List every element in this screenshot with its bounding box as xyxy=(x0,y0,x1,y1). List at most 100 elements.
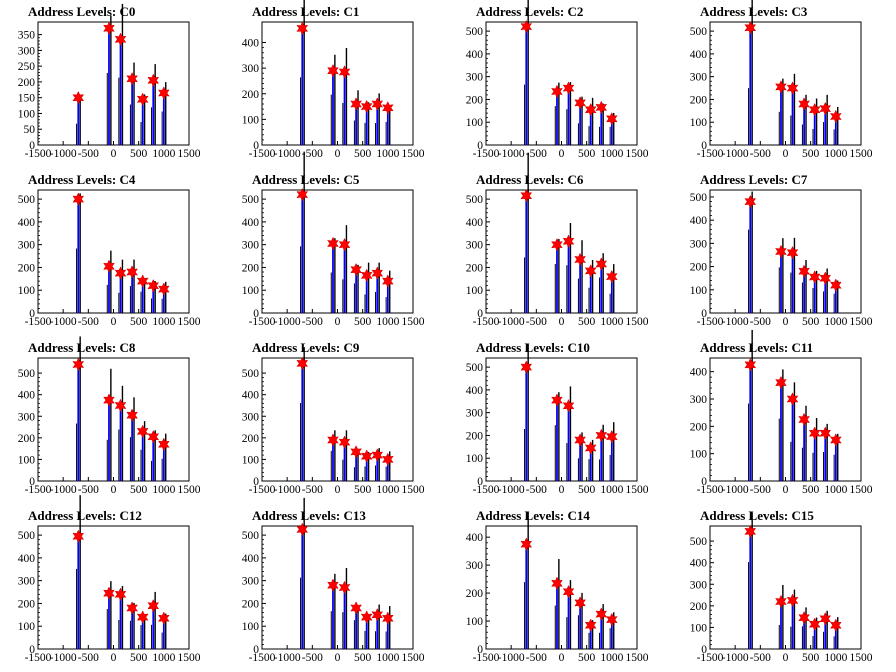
x-tick-label: -1000 xyxy=(722,652,749,664)
peak-star-marker xyxy=(360,449,373,463)
histogram-bar xyxy=(790,272,792,313)
x-tick-label: 0 xyxy=(111,484,117,496)
peak-star-marker xyxy=(808,102,821,117)
fit-peak xyxy=(355,608,358,649)
histogram-bar xyxy=(778,111,780,145)
histogram-bar xyxy=(524,257,526,313)
y-tick-label: 500 xyxy=(466,26,484,38)
fit-peak xyxy=(301,28,304,145)
chart-plot-7: 0 100 200 300 400 500 -1500-1000 -500 0 500 1000 15… xyxy=(690,189,873,328)
x-tick-label: 0 xyxy=(335,652,341,664)
histogram-bar xyxy=(602,424,604,481)
y-tick-label: 300 xyxy=(466,240,484,252)
fit-peak xyxy=(813,624,816,649)
y-tick-label: 400 xyxy=(18,553,36,565)
histogram-bar xyxy=(389,105,391,145)
histogram-bar xyxy=(801,447,803,481)
histogram-bar xyxy=(330,611,332,649)
histogram-bar xyxy=(613,612,615,649)
x-tick-label: -1000 xyxy=(274,316,301,328)
fit-peak xyxy=(834,116,837,145)
chart-title: Address Levels: C12 xyxy=(28,508,142,523)
histogram-bar xyxy=(778,267,780,313)
chart-panel-1: 0 100 200 300 400 -1500 -1000 -500 0 500 1000 1500 A… xyxy=(224,0,448,168)
x-tick-label: -1000 xyxy=(274,148,301,160)
peak-star-marker xyxy=(574,596,587,610)
x-tick-label: 1000 xyxy=(152,316,175,328)
histogram-bar xyxy=(751,191,753,313)
y-tick-label: 500 xyxy=(690,26,708,38)
histogram-bar xyxy=(826,94,828,145)
fit-peak xyxy=(332,440,334,481)
y-tick-label: 500 xyxy=(466,362,484,374)
chart-title: Address Levels: C9 xyxy=(252,340,360,355)
peak-star-marker xyxy=(382,452,394,467)
x-tick-label: 1000 xyxy=(376,148,399,160)
histogram-bar xyxy=(826,423,828,481)
peak-star-marker xyxy=(350,262,363,277)
chart-plot-12: 0 100 200 300 400 500 -1500-1000 -500 0 500 1000 15… xyxy=(18,495,201,664)
histogram-bar xyxy=(118,77,120,145)
histogram-bar xyxy=(140,291,142,313)
histogram-bar xyxy=(581,96,583,145)
fit-peak xyxy=(579,440,582,481)
histogram-bar xyxy=(389,270,391,313)
fit-peak xyxy=(813,109,816,145)
histogram-bar xyxy=(609,454,611,481)
x-tick-label: 1000 xyxy=(824,652,847,664)
histogram-bar xyxy=(581,240,583,313)
y-tick-label: 300 xyxy=(690,579,708,591)
y-tick-label: 400 xyxy=(466,217,484,229)
chart-plot-8: 0 100 200 300 400 500 -1500-1000 -500 0 500 1000 15… xyxy=(18,336,201,496)
histogram-bar xyxy=(782,369,784,481)
peak-star-marker xyxy=(562,584,575,599)
histogram-bar xyxy=(554,106,556,145)
histogram-bar xyxy=(110,250,112,313)
chart-title: Address Levels: C4 xyxy=(28,172,136,187)
fit-peak xyxy=(343,442,346,481)
chart-panel-6: 0 100 200 300 400 500 -1500 -1000 -500 0 500 1000 15… xyxy=(448,152,672,336)
chart-plot-0: 0 50 100 150 200 250 300 350 -1500-1000 -500 0 500 1… xyxy=(18,3,201,160)
peak-star-marker xyxy=(157,611,170,626)
histogram-bar xyxy=(837,617,839,649)
x-tick-label: 500 xyxy=(578,148,596,160)
y-tick-label: 400 xyxy=(690,49,708,61)
y-tick-label: 0 xyxy=(253,644,259,656)
histogram-bar xyxy=(577,458,579,481)
y-tick-label: 200 xyxy=(242,262,260,274)
peak-star-marker xyxy=(786,593,799,608)
x-tick-label: 1000 xyxy=(152,484,175,496)
fit-peak xyxy=(376,614,379,649)
histogram-bar xyxy=(599,277,601,313)
histogram-bar xyxy=(76,123,78,145)
peak-star-marker xyxy=(327,578,339,592)
peak-star-marker xyxy=(103,21,115,36)
x-tick-label: 500 xyxy=(802,652,820,664)
histogram-bar xyxy=(778,624,780,649)
histogram-bar xyxy=(79,495,81,649)
x-tick-label: -1000 xyxy=(498,484,525,496)
histogram-bar xyxy=(805,94,807,145)
peak-star-marker xyxy=(595,257,608,271)
x-tick-label: 1500 xyxy=(850,484,873,496)
chart-plot-6: 0 100 200 300 400 500 -1500-1000 -500 0 500 1000 15… xyxy=(466,152,649,328)
fit-peak xyxy=(749,201,752,313)
histogram-bar xyxy=(748,229,750,313)
y-tick-label: 400 xyxy=(466,49,484,61)
peak-star-marker xyxy=(371,607,384,622)
peak-star-marker xyxy=(808,426,821,441)
peak-star-marker xyxy=(360,99,373,114)
histogram-bar xyxy=(588,287,590,313)
chart-plot-13: 0 100 200 300 400 500 -1500-1000 -500 0 500 1000 15… xyxy=(242,497,425,664)
histogram-bar xyxy=(154,591,156,649)
fit-peak xyxy=(386,618,389,649)
x-tick-label: -1000 xyxy=(498,652,525,664)
y-tick-label: 400 xyxy=(18,390,36,402)
x-tick-label: -500 xyxy=(750,316,771,328)
histogram-bar xyxy=(566,109,568,145)
fit-peak xyxy=(162,92,165,145)
histogram-bar xyxy=(303,347,305,481)
histogram-bar xyxy=(527,152,529,313)
peak-star-marker xyxy=(562,81,575,95)
